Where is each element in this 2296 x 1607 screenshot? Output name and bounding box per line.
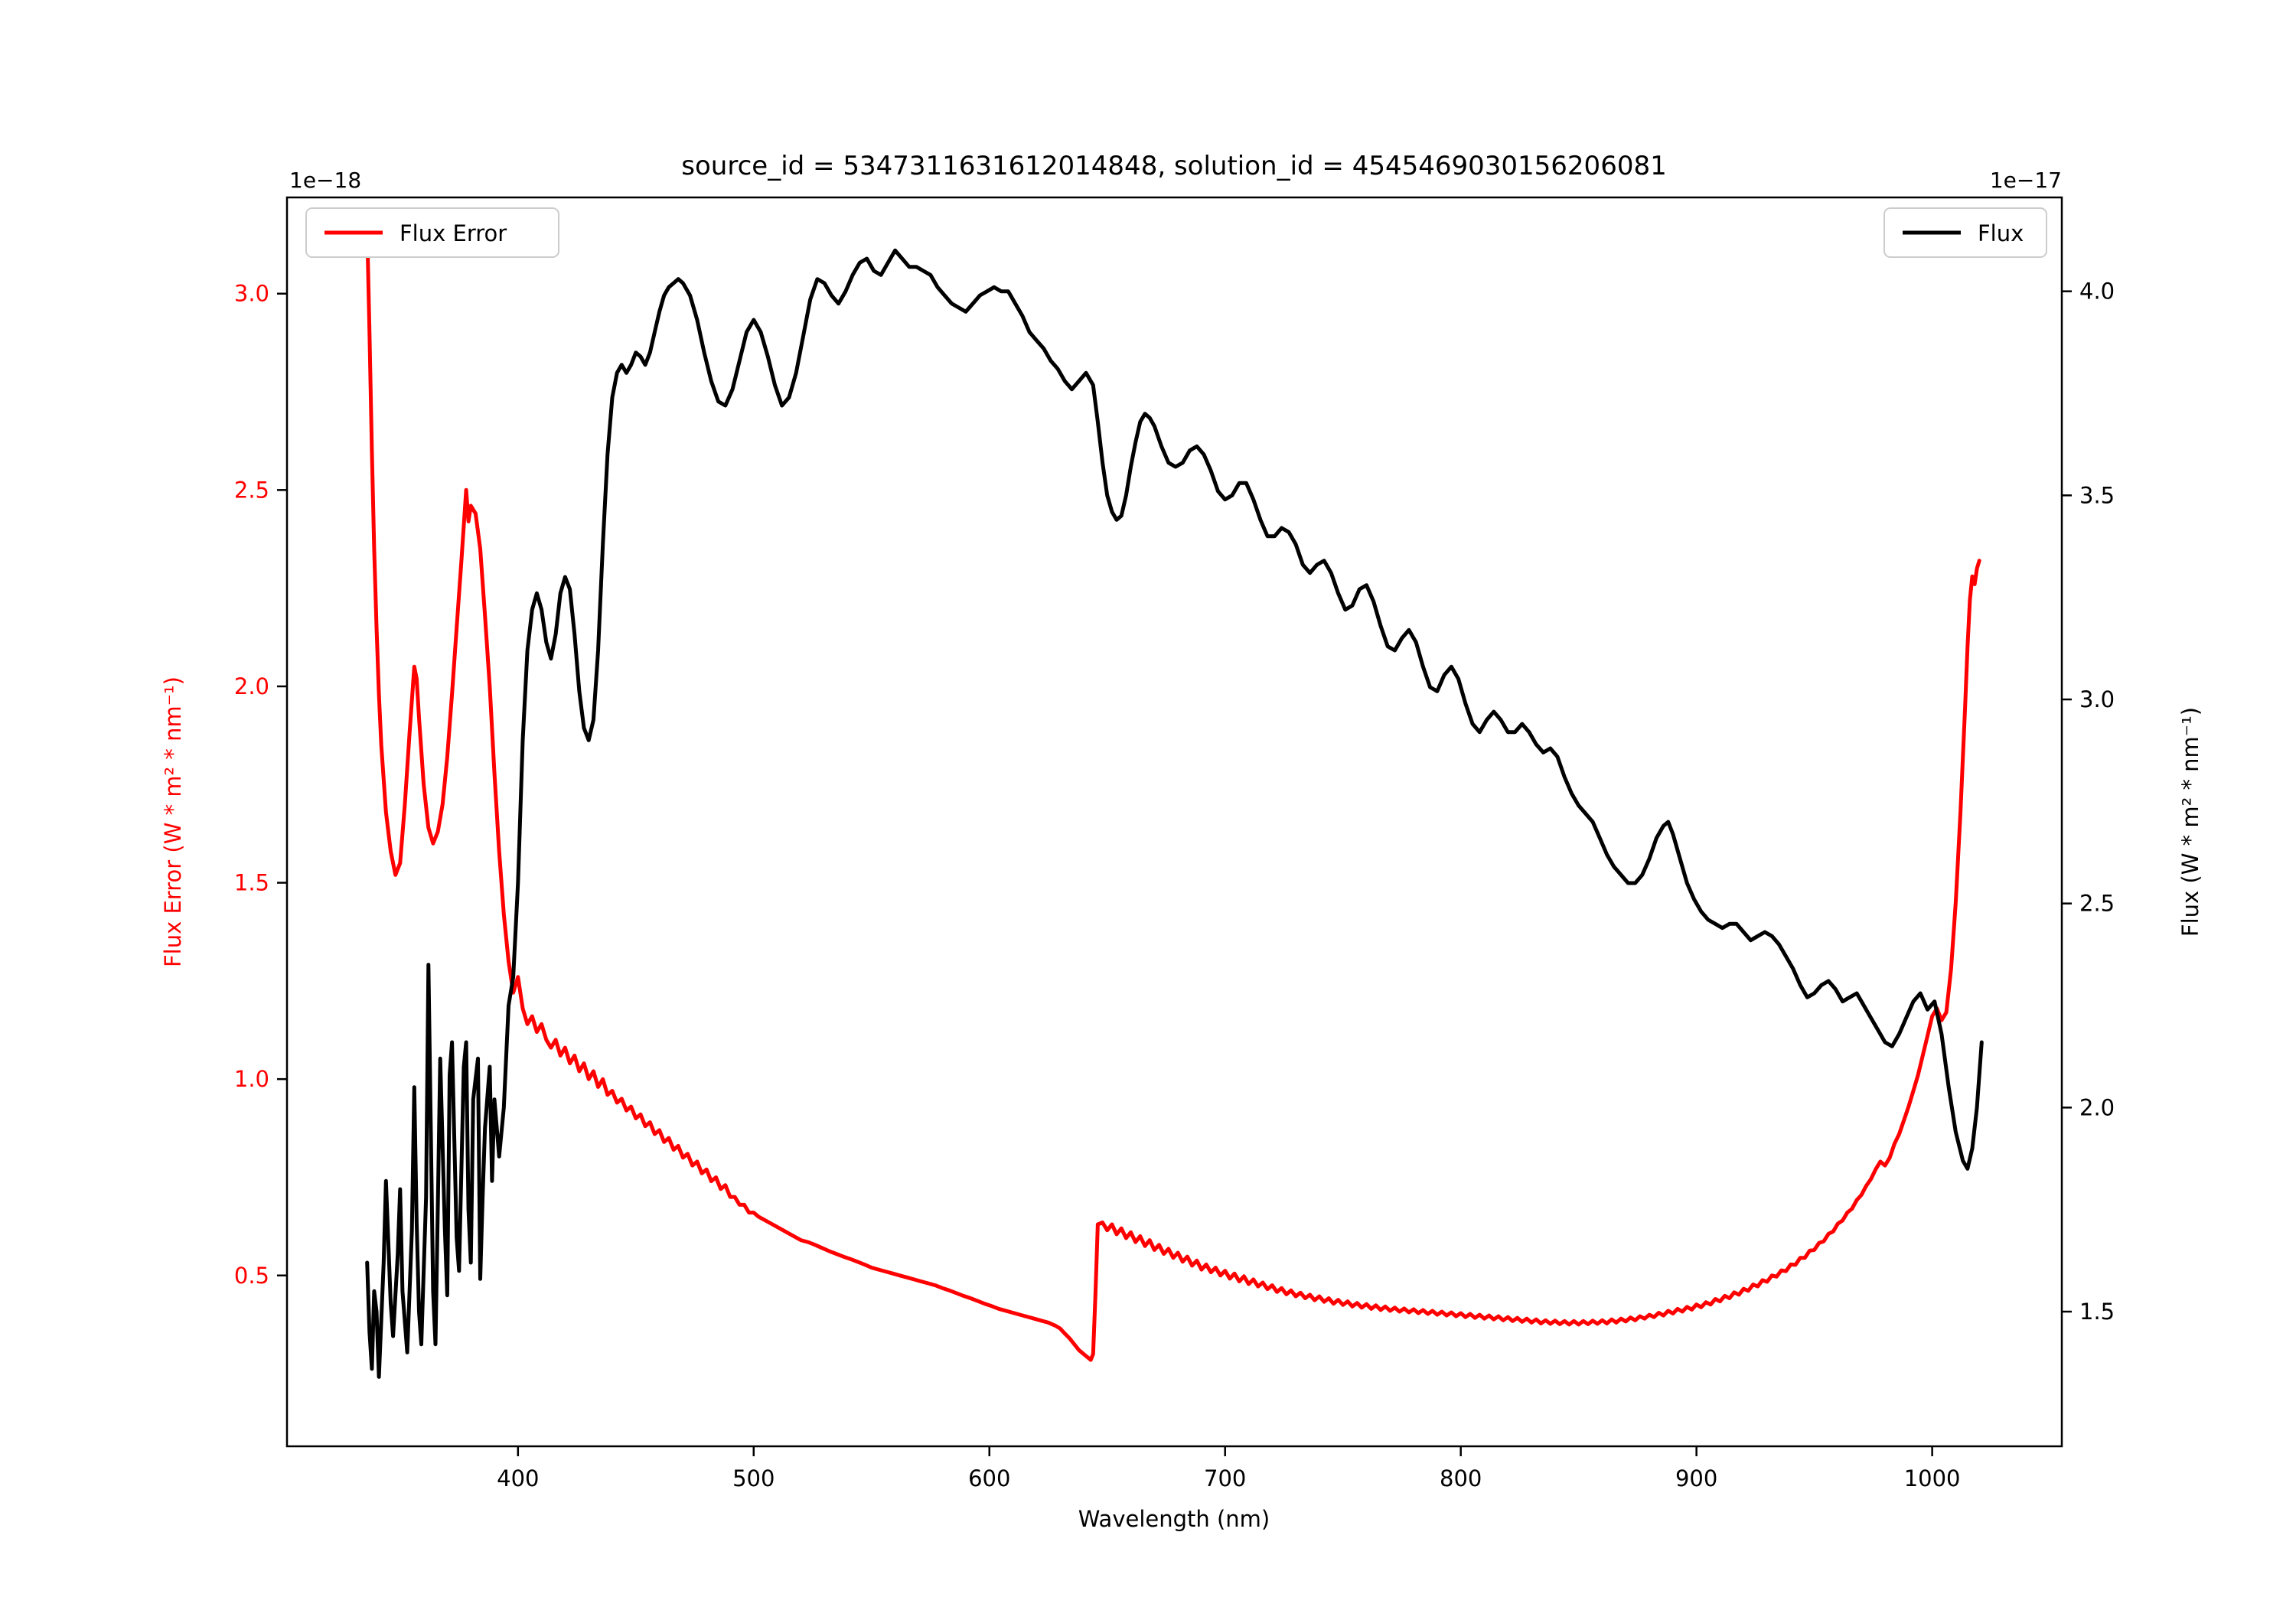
left-axis-offset-text: 1e−18: [289, 168, 361, 193]
right-axis-offset-text: 1e−17: [1990, 168, 2062, 193]
x-tick-label: 900: [1675, 1465, 1717, 1491]
right-y-tick-label: 1.5: [2079, 1299, 2115, 1325]
right-y-tick-label: 2.5: [2079, 891, 2115, 917]
flux-legend-label: Flux: [1978, 220, 2024, 246]
x-tick-label: 600: [968, 1465, 1010, 1491]
series-lines: [365, 225, 1984, 1379]
flux-error-legend-label: Flux Error: [400, 220, 507, 246]
left-y-axis-label: Flux Error (W * m² * nm⁻¹): [160, 676, 186, 967]
x-tick-label: 800: [1440, 1465, 1482, 1491]
chart-title: source_id = 5347311631612014848, solutio…: [681, 151, 1666, 181]
flux-line: [365, 248, 1984, 1379]
flux-error-line: [365, 225, 1981, 1362]
left-y-tick-label: 2.0: [234, 673, 269, 699]
legend-box: [1883, 207, 2047, 258]
right-y-tick-label: 3.5: [2079, 482, 2115, 508]
plot-border: [285, 196, 2063, 1448]
x-tick-label: 400: [497, 1465, 539, 1491]
x-tick-label: 700: [1204, 1465, 1246, 1491]
x-tick-label: 500: [732, 1465, 775, 1491]
x-tick-label: 1000: [1904, 1465, 1961, 1491]
legend-flux-error: Flux Error: [305, 207, 559, 258]
left-y-tick-label: 3.0: [234, 281, 269, 307]
left-y-tick-label: 1.5: [234, 870, 269, 896]
axis-ticks: 400 500 600 700 800 900 1000 0.5 1.0 1.5 2.0 2.5 3.0…: [234, 279, 2115, 1491]
right-y-tick-label: 4.0: [2079, 279, 2115, 305]
left-y-tick-label: 1.0: [234, 1066, 269, 1092]
right-y-tick-label: 2.0: [2079, 1094, 2115, 1120]
legend-box: [305, 207, 559, 258]
x-axis-label: Wavelength (nm): [1078, 1506, 1270, 1532]
left-y-tick-label: 2.5: [234, 477, 269, 503]
right-y-tick-label: 3.0: [2079, 686, 2115, 712]
left-y-tick-label: 0.5: [234, 1263, 269, 1289]
legend-flux: Flux: [1883, 207, 2047, 258]
right-y-axis-label: Flux (W * m² * nm⁻¹): [2177, 707, 2203, 937]
